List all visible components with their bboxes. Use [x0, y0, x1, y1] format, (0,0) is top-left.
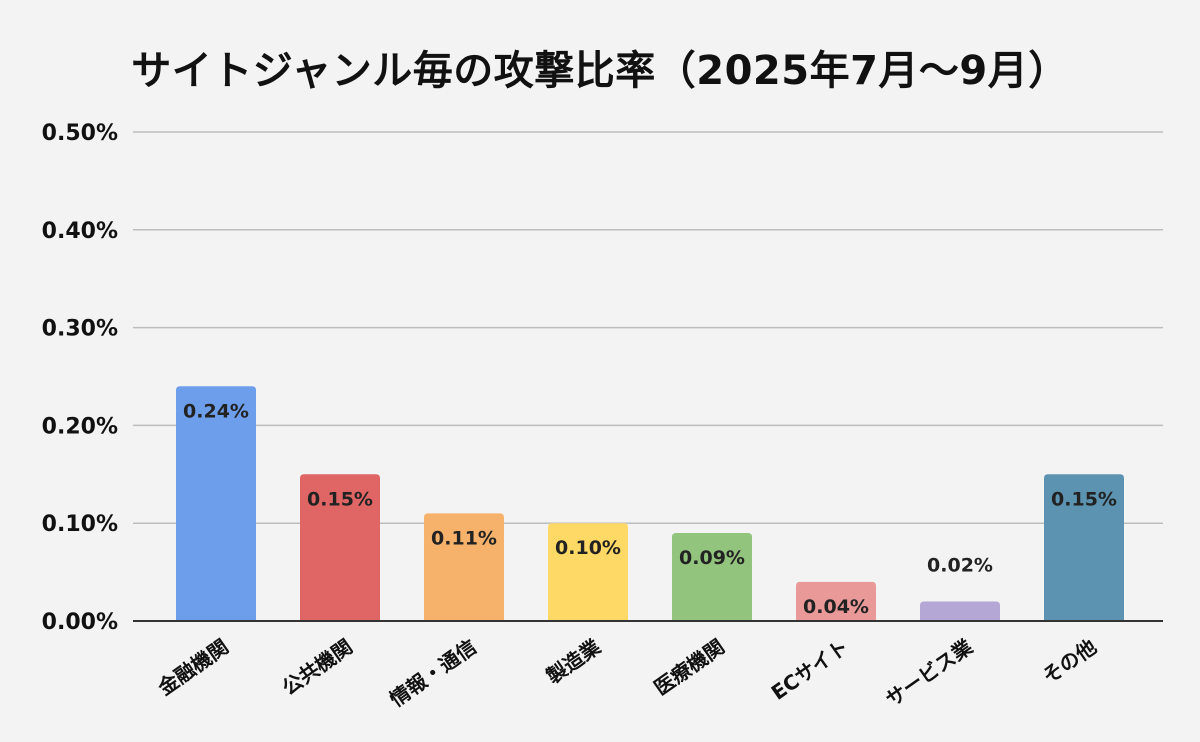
bar	[548, 523, 628, 621]
data-label: 0.10%	[555, 537, 621, 559]
bar	[796, 581, 876, 621]
data-label: 0.24%	[183, 400, 249, 422]
bar	[176, 386, 256, 621]
y-tick-label: 0.40%	[42, 219, 118, 244]
x-tick-label: 医療機関	[650, 634, 729, 700]
x-tick-label: 金融機関	[153, 634, 233, 700]
y-tick-label: 0.00%	[42, 610, 118, 635]
data-label: 0.15%	[1051, 488, 1117, 510]
data-label: 0.11%	[431, 527, 497, 549]
bar	[424, 513, 504, 621]
y-tick-label: 0.10%	[42, 512, 118, 537]
x-tick-label: その他	[1038, 634, 1101, 688]
y-tick-label: 0.50%	[42, 121, 118, 146]
data-label: 0.15%	[307, 488, 373, 510]
x-tick-label: サービス業	[881, 634, 978, 712]
x-tick-label: 公共機関	[278, 634, 357, 700]
y-tick-label: 0.20%	[42, 414, 118, 439]
chart-title: サイトジャンル毎の攻撃比率（2025年7月～9月）	[131, 48, 1069, 94]
x-tick-label: ECサイト	[767, 634, 853, 704]
y-tick-label: 0.30%	[42, 317, 118, 342]
x-tick-label: 製造業	[542, 634, 606, 689]
bar	[300, 474, 380, 621]
bar	[920, 601, 1000, 621]
bar	[672, 532, 752, 621]
data-label: 0.04%	[803, 596, 869, 618]
bar	[1044, 474, 1124, 621]
data-label: 0.09%	[679, 547, 745, 569]
data-label: 0.02%	[927, 554, 993, 576]
x-tick-label: 情報・通信	[385, 634, 481, 711]
